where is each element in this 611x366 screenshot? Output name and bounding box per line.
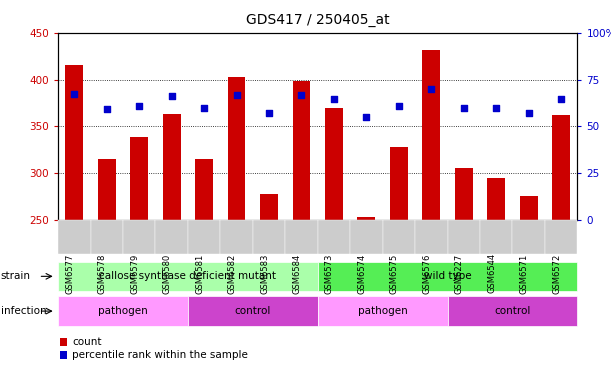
- Text: control: control: [235, 306, 271, 316]
- Text: GSM6584: GSM6584: [293, 253, 301, 294]
- Text: callose synthase deficient mutant: callose synthase deficient mutant: [100, 271, 276, 281]
- Point: [264, 110, 274, 116]
- Bar: [520, 196, 538, 220]
- Point: [167, 93, 177, 99]
- Bar: [65, 65, 83, 220]
- Text: GSM6581: GSM6581: [195, 253, 204, 294]
- Point: [556, 96, 566, 102]
- Text: percentile rank within the sample: percentile rank within the sample: [72, 350, 248, 361]
- Bar: [422, 50, 441, 220]
- Point: [232, 92, 241, 97]
- Text: GSM6572: GSM6572: [552, 253, 561, 294]
- Text: GSM6575: GSM6575: [390, 253, 399, 294]
- Text: GSM6576: GSM6576: [422, 253, 431, 294]
- Text: pathogen: pathogen: [98, 306, 148, 316]
- Point: [459, 105, 469, 111]
- Point: [296, 92, 306, 97]
- Point: [134, 103, 144, 109]
- Bar: [98, 159, 115, 220]
- Text: infection: infection: [1, 306, 46, 316]
- Bar: [130, 138, 148, 220]
- Bar: [488, 178, 505, 220]
- Bar: [260, 194, 278, 220]
- Text: control: control: [494, 306, 531, 316]
- Text: GSM6544: GSM6544: [487, 253, 496, 294]
- Point: [426, 86, 436, 92]
- Text: count: count: [72, 337, 101, 347]
- Point: [102, 107, 112, 112]
- Text: GSM6573: GSM6573: [325, 253, 334, 294]
- Bar: [357, 217, 375, 220]
- Text: GSM6582: GSM6582: [227, 253, 236, 294]
- Point: [199, 105, 209, 111]
- Bar: [455, 168, 473, 220]
- Text: GSM6227: GSM6227: [455, 253, 464, 294]
- Bar: [163, 114, 181, 220]
- Bar: [552, 115, 570, 220]
- Point: [329, 96, 339, 102]
- Point: [394, 103, 404, 109]
- Bar: [195, 159, 213, 220]
- Bar: [228, 77, 246, 220]
- Bar: [390, 147, 408, 220]
- Text: GSM6583: GSM6583: [260, 253, 269, 294]
- Text: GDS417 / 250405_at: GDS417 / 250405_at: [246, 13, 390, 27]
- Point: [524, 110, 533, 116]
- Text: pathogen: pathogen: [358, 306, 408, 316]
- Text: wild type: wild type: [424, 271, 471, 281]
- Text: GSM6577: GSM6577: [65, 253, 75, 294]
- Point: [70, 91, 79, 97]
- Text: GSM6574: GSM6574: [357, 253, 367, 294]
- Text: GSM6580: GSM6580: [163, 253, 172, 294]
- Text: GSM6578: GSM6578: [98, 253, 107, 294]
- Point: [362, 114, 371, 120]
- Text: GSM6579: GSM6579: [130, 253, 139, 294]
- Point: [491, 105, 501, 111]
- Bar: [293, 82, 310, 220]
- Bar: [325, 108, 343, 220]
- Text: GSM6571: GSM6571: [520, 253, 529, 294]
- Text: strain: strain: [1, 271, 31, 281]
